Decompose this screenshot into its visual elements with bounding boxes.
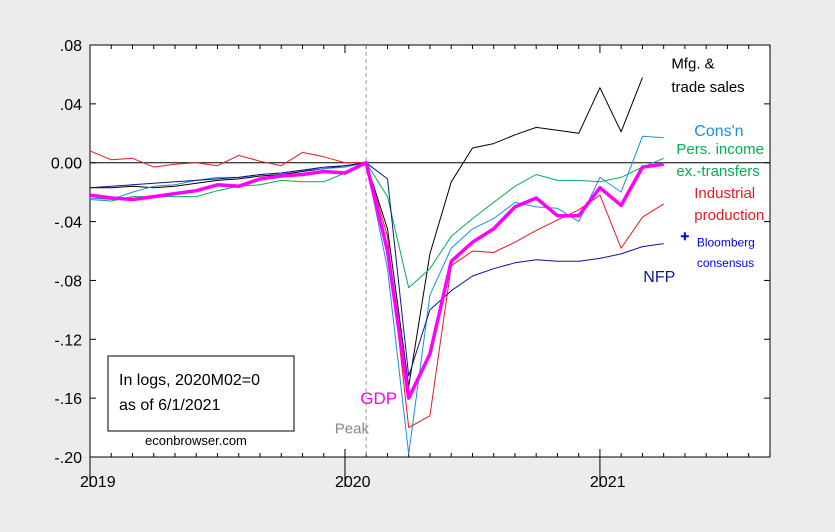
- credit-text: econbrowser.com: [145, 433, 247, 448]
- y-tick-label: -.12: [54, 332, 82, 349]
- series-nfp-line: [89, 162, 664, 377]
- series-label: Industrial: [694, 185, 755, 202]
- series-label: trade sales: [671, 79, 744, 96]
- y-tick-label: 0.00: [51, 156, 82, 173]
- series-label: Pers. income: [676, 141, 764, 158]
- annotation-box: In logs, 2020M02=0 as of 6/1/2021: [107, 355, 295, 432]
- annotation-frame: [107, 355, 295, 432]
- x-tick-label: 2020: [335, 474, 371, 491]
- series-bloomberg-consensus-marker: [680, 232, 689, 241]
- annotation-line-1: In logs, 2020M02=0: [119, 372, 260, 389]
- series-label: Peak: [335, 420, 370, 437]
- series-pers-income-ex-transfers-line: [89, 157, 664, 289]
- series-gdp-line: [89, 160, 664, 400]
- y-tick-label: .08: [60, 38, 82, 55]
- series-label: Mfg. &: [671, 56, 714, 73]
- series-label: production: [694, 207, 764, 224]
- series-layer: [89, 77, 689, 455]
- x-tick-label: 2019: [80, 474, 116, 491]
- series-label: NFP: [643, 269, 675, 286]
- series-label: consensus: [697, 256, 754, 270]
- series-label: ex.-transfers: [676, 163, 759, 180]
- series-label: Bloomberg: [697, 236, 755, 250]
- annotation-line-2: as of 6/1/2021: [119, 397, 221, 414]
- y-tick-label: -.04: [54, 215, 82, 232]
- x-tick-label: 2021: [590, 474, 626, 491]
- y-tick-label: -.08: [54, 273, 82, 290]
- y-tick-label: .04: [60, 97, 82, 114]
- y-axis: .08 .04 0.00 -.04 -.08 -.12 -.16 -.20: [51, 38, 770, 467]
- series-label: Cons'n: [694, 123, 743, 140]
- y-tick-label: -.16: [54, 391, 82, 408]
- y-tick-label: -.20: [54, 450, 82, 467]
- x-axis: 2019 2020 2021: [80, 45, 771, 491]
- series-label: GDP: [360, 389, 397, 408]
- reference-lines: [90, 45, 770, 457]
